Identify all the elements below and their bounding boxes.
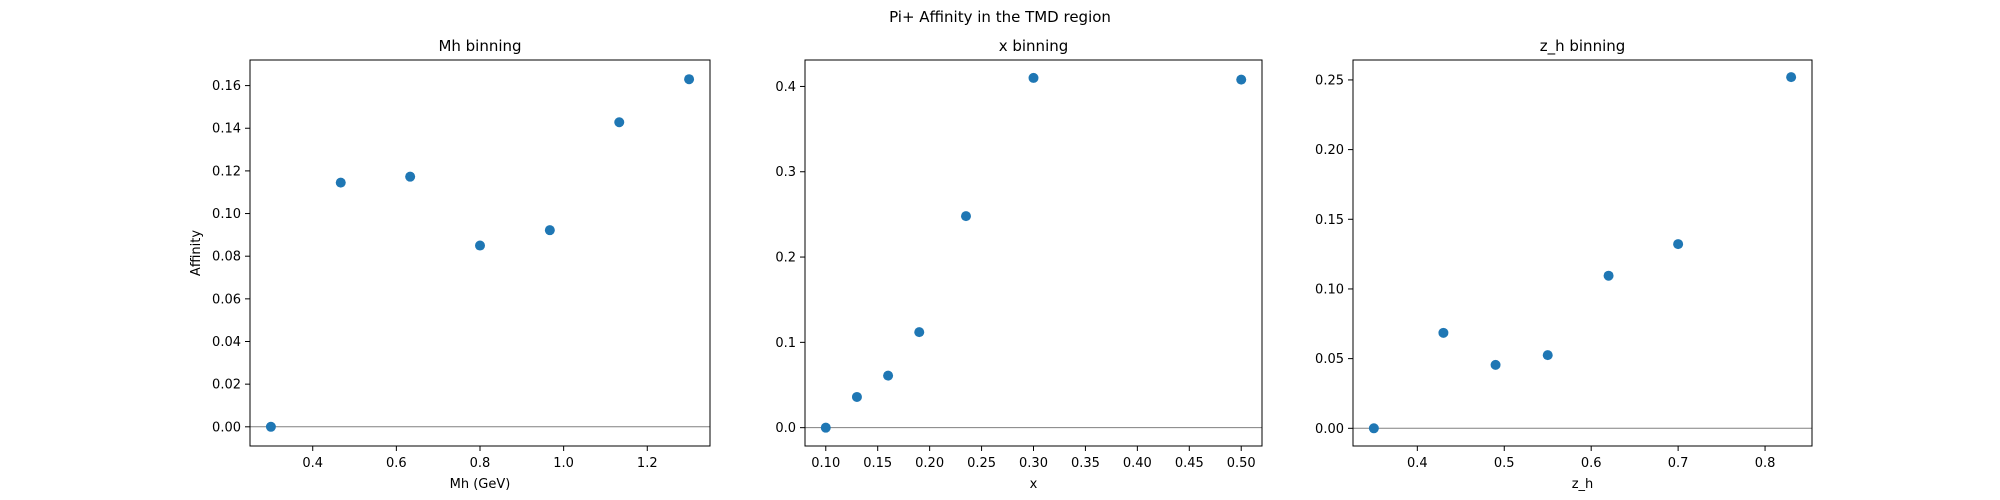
x-tick-label-3: 0.4 — [1407, 456, 1428, 471]
y-tick-label-3: 0.25 — [1315, 73, 1344, 88]
data-point-1 — [475, 240, 485, 251]
y-tick-label-2: 0.4 — [775, 80, 796, 95]
x-tick-label-2: 0.40 — [1123, 456, 1152, 471]
y-tick-label-2: 0.1 — [775, 336, 796, 351]
x-tick-label-1: 0.8 — [470, 456, 491, 471]
chart-title-3: z_h binning — [1540, 37, 1626, 56]
data-point-1 — [544, 225, 555, 236]
x-tick-label-2: 0.30 — [1019, 456, 1048, 471]
y-tick-label-3: 0.15 — [1315, 213, 1344, 228]
data-point-3 — [1786, 72, 1797, 83]
chart-panel-2: 0.10 0.15 0.20 0.25 0.30 0.35 0.40 0.45 0.50 0.0 0… — [775, 37, 1263, 492]
data-point-3 — [1438, 327, 1449, 338]
y-tick-label-1: 0.04 — [212, 335, 241, 350]
data-point-3 — [1368, 423, 1379, 434]
y-tick-label-1: 0.10 — [212, 207, 241, 222]
chart-panel-3: 0.4 0.5 0.6 0.7 0.8 0.00 0.05 0.10 0.15 0.20 0.25 z… — [1315, 37, 1813, 492]
x-tick-label-2: 0.20 — [915, 456, 944, 471]
x-tick-label-1: 1.2 — [637, 456, 658, 471]
data-point-1 — [265, 421, 276, 432]
y-tick-label-1: 0.16 — [212, 79, 241, 94]
y-tick-label-2: 0.2 — [775, 251, 796, 266]
x-tick-label-2: 0.10 — [811, 456, 840, 471]
data-point-1 — [684, 74, 695, 85]
y-tick-label-1: 0.14 — [212, 122, 241, 137]
x-tick-label-2: 0.45 — [1175, 456, 1204, 471]
figure-suptitle: Pi+ Affinity in the TMD region — [889, 8, 1111, 26]
data-point-3 — [1542, 350, 1553, 361]
x-tick-label-1: 0.4 — [302, 456, 323, 471]
y-tick-label-3: 0.10 — [1315, 282, 1344, 297]
chart-title-2: x binning — [999, 37, 1069, 55]
data-point-2 — [1028, 72, 1039, 83]
data-point-2 — [1236, 74, 1247, 85]
x-tick-label-2: 0.15 — [863, 456, 892, 471]
y-tick-label-1: 0.08 — [212, 250, 241, 265]
y-tick-label-1: 0.12 — [212, 164, 241, 179]
data-point-2 — [820, 422, 831, 433]
x-tick-label-3: 0.7 — [1668, 456, 1689, 471]
y-tick-label-1: 0.06 — [212, 292, 241, 307]
data-point-2 — [883, 370, 894, 381]
data-point-2 — [851, 391, 862, 402]
data-point-2 — [960, 211, 971, 222]
chart-title-1: Mh binning — [438, 37, 521, 55]
x-tick-label-2: 0.50 — [1227, 456, 1256, 471]
y-tick-label-1: 0.00 — [212, 420, 241, 435]
y-tick-label-2: 0.0 — [775, 421, 796, 436]
data-point-1 — [335, 177, 346, 188]
y-tick-label-3: 0.05 — [1315, 352, 1344, 367]
data-point-3 — [1603, 270, 1614, 281]
x-tick-label-1: 0.6 — [386, 456, 407, 471]
x-tick-label-1: 1.0 — [553, 456, 574, 471]
x-axis-label-2: x — [1030, 477, 1038, 492]
x-axis-label-1: Mh (GeV) — [450, 477, 511, 492]
data-point-1 — [614, 117, 625, 128]
y-tick-label-3: 0.20 — [1315, 143, 1344, 158]
x-tick-label-3: 0.6 — [1581, 456, 1602, 471]
data-point-1 — [405, 171, 416, 182]
y-tick-label-2: 0.3 — [775, 165, 796, 180]
x-axis-label-3: z_h — [1572, 477, 1594, 492]
chart-panel-1: 0.4 0.6 0.8 1.0 1.2 0.00 0.02 0.04 0.06 0.08 0.10 0… — [189, 37, 711, 492]
x-tick-label-2: 0.35 — [1071, 456, 1100, 471]
x-tick-label-2: 0.25 — [967, 456, 996, 471]
y-tick-label-3: 0.00 — [1315, 422, 1344, 437]
x-tick-label-3: 0.5 — [1494, 456, 1515, 471]
plot-frame-3 — [1352, 59, 1813, 447]
y-tick-label-1: 0.02 — [212, 378, 241, 393]
data-point-3 — [1490, 359, 1501, 370]
y-axis-label-1: Affinity — [189, 230, 204, 276]
x-tick-label-3: 0.8 — [1755, 456, 1776, 471]
data-point-3 — [1673, 239, 1684, 250]
data-point-2 — [914, 327, 925, 338]
